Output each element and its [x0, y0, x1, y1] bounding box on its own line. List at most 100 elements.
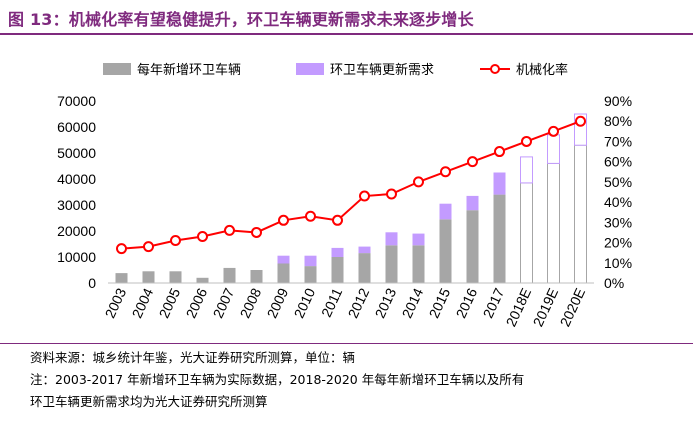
right-tick-label: 20% — [604, 235, 632, 251]
x-tick-2012: 2012 — [345, 285, 373, 320]
bar-update-2019E — [547, 134, 560, 164]
bar-new-2013 — [385, 245, 398, 283]
x-tick-2011: 2011 — [318, 285, 345, 319]
legend-label-update: 环卫车辆更新需求 — [330, 62, 434, 78]
x-tick-2006: 2006 — [183, 285, 211, 320]
bar-update-2018E — [520, 156, 533, 184]
x-tick-2003: 2003 — [102, 285, 130, 320]
rate-line — [121, 120, 581, 250]
chart: 每年新增环卫车辆 环卫车辆更新需求 机械化率 0 10000 20000 30000 400… — [57, 62, 632, 329]
rate-point-2018E — [521, 135, 532, 147]
bar-new-2016 — [466, 210, 479, 283]
bar-new-2019E — [547, 162, 560, 284]
rate-point-2006 — [197, 230, 208, 242]
x-tick-2013: 2013 — [372, 285, 400, 320]
x-tick-2014: 2014 — [399, 285, 427, 320]
bar-new-2003 — [115, 273, 128, 283]
x-tick-2009: 2009 — [264, 285, 292, 320]
bar-update-2017 — [493, 172, 506, 195]
rate-point-2005 — [170, 235, 181, 247]
x-tick-2015: 2015 — [426, 285, 454, 320]
bar-new-2010 — [304, 266, 317, 283]
rate-point-2020E — [575, 115, 586, 127]
bar-new-2005 — [169, 271, 182, 283]
bar-new-2011 — [331, 257, 344, 283]
right-tick-label: 30% — [604, 214, 632, 230]
bar-update-2010 — [304, 255, 317, 267]
rate-point-2017 — [494, 146, 505, 158]
rate-point-2004 — [143, 241, 154, 253]
right-tick-label: 70% — [604, 133, 632, 149]
left-tick-label: 50000 — [57, 145, 96, 161]
bar-new-2017 — [493, 194, 506, 283]
rate-point-2008 — [251, 226, 262, 238]
right-axis-ticks: 0% 10% 20% 30% 40% 50% 60% 70% 80% 90% — [604, 93, 632, 291]
rate-point-2015 — [440, 166, 451, 178]
bar-update-2009 — [277, 255, 290, 264]
rate-point-2007 — [224, 224, 235, 236]
figure-title: 图 13：机械化率有望稳健提升，环卫车辆更新需求未来逐步增长 — [8, 10, 474, 29]
bar-new-2007 — [223, 267, 236, 283]
right-tick-label: 80% — [604, 113, 632, 129]
left-tick-label: 10000 — [57, 249, 96, 265]
left-tick-label: 40000 — [57, 171, 96, 187]
legend-swatch-update — [296, 63, 324, 75]
legend-label-new: 每年新增环卫车辆 — [137, 62, 241, 78]
bar-update-2015 — [439, 203, 452, 220]
left-tick-label: 60000 — [57, 119, 96, 135]
rate-point-2011 — [332, 214, 343, 226]
bar-new-2015 — [439, 219, 452, 283]
x-tick-2017: 2017 — [480, 285, 508, 320]
bar-update-2016 — [466, 195, 479, 211]
legend-swatch-new — [103, 63, 131, 75]
bar-new-2018E — [520, 182, 533, 284]
x-tick-2004: 2004 — [129, 285, 157, 320]
bar-new-2020E — [574, 144, 587, 284]
legend-marker-sample — [490, 64, 500, 74]
bar-update-2011 — [331, 247, 344, 257]
x-tick-2008: 2008 — [237, 285, 265, 320]
right-tick-label: 10% — [604, 255, 632, 271]
left-tick-label: 0 — [88, 275, 96, 291]
rate-point-2010 — [305, 210, 316, 222]
rate-point-2019E — [548, 125, 559, 137]
mechanization-line — [116, 115, 586, 255]
rate-point-2013 — [386, 188, 397, 200]
rate-point-2016 — [467, 156, 478, 168]
note-line-1: 注：2003-2017 年新增环卫车辆为实际数据，2018-2020 年每年新增… — [30, 372, 525, 387]
left-tick-label: 20000 — [57, 223, 96, 239]
right-tick-label: 40% — [604, 194, 632, 210]
bars — [115, 113, 587, 284]
rate-point-2009 — [278, 214, 289, 226]
note-line-2: 环卫车辆更新需求均为光大证券研究所测算 — [30, 394, 268, 409]
bar-new-2012 — [358, 253, 371, 283]
x-tick-2020E: 2020E — [557, 286, 589, 329]
x-tick-2005: 2005 — [156, 285, 184, 320]
bar-new-2009 — [277, 263, 290, 283]
source-note: 资料来源：城乡统计年鉴，光大证券研究所测算，单位：辆 — [30, 350, 356, 365]
legend-label-rate: 机械化率 — [516, 62, 568, 78]
left-axis-ticks: 0 10000 20000 30000 40000 50000 60000 70000 — [57, 93, 96, 291]
rate-point-2014 — [413, 176, 424, 188]
bar-new-2006 — [196, 277, 209, 283]
right-tick-label: 90% — [604, 93, 632, 109]
x-tick-2016: 2016 — [453, 285, 481, 320]
rate-point-2012 — [359, 190, 370, 202]
bar-update-2012 — [358, 246, 371, 254]
bar-update-2014 — [412, 233, 425, 246]
legend: 每年新增环卫车辆 环卫车辆更新需求 机械化率 — [103, 62, 568, 78]
notes: 资料来源：城乡统计年鉴，光大证券研究所测算，单位：辆 注：2003-2017 年… — [30, 347, 524, 413]
bar-new-2004 — [142, 271, 155, 283]
left-tick-label: 30000 — [57, 197, 96, 213]
bar-update-2013 — [385, 232, 398, 246]
left-tick-label: 70000 — [57, 93, 96, 109]
notes-divider — [0, 343, 693, 344]
right-tick-label: 0% — [604, 275, 624, 291]
bar-new-2014 — [412, 245, 425, 283]
x-tick-2010: 2010 — [291, 285, 319, 320]
x-axis-ticks: 2003 2004 2005 2006 2007 2008 2009 2010 2011 2012… — [102, 285, 589, 329]
x-tick-2007: 2007 — [210, 285, 238, 320]
right-tick-label: 60% — [604, 154, 632, 170]
rate-point-2003 — [116, 243, 127, 255]
title-divider — [0, 33, 693, 35]
